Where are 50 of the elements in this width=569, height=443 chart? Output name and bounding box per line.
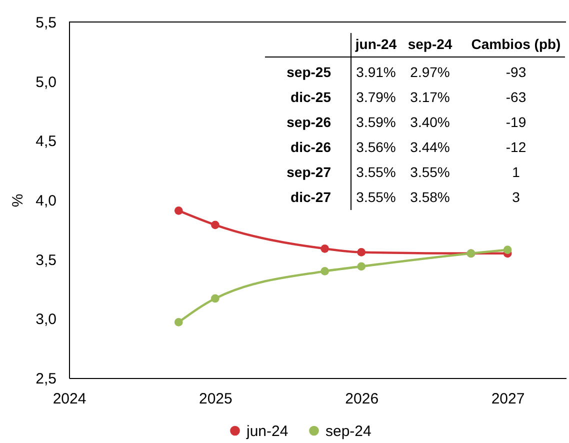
y-tick-label: 3,0 [36, 311, 56, 328]
point [174, 206, 183, 215]
data-label: 3.55% [356, 164, 396, 180]
data-label: 3.55% [410, 164, 450, 180]
data-label: 3.58% [410, 189, 450, 205]
legend-label: jun-24 [246, 422, 288, 440]
data-label: -19 [506, 114, 526, 130]
y-axis-title: % [10, 194, 27, 208]
data-label: 2.97% [410, 64, 450, 80]
x-tick-label: 2026 [345, 390, 379, 408]
data-label: -63 [506, 89, 526, 105]
category-label: sep-25 [286, 64, 332, 80]
category-label: sep-26 [286, 114, 332, 130]
data-label: 3.59% [356, 114, 396, 130]
category-label: sep-27 [286, 164, 332, 180]
data-label: 3.79% [356, 89, 396, 105]
legend-label: sep-24 [326, 422, 372, 440]
point [174, 318, 183, 326]
data-label: 3 [512, 189, 520, 205]
data-label: 3.56% [356, 139, 396, 155]
category-label: dic-27 [290, 189, 332, 205]
point [503, 246, 512, 254]
y-tick-label: 5,5 [36, 14, 56, 32]
point [357, 262, 366, 271]
y-tick-label: 4,5 [36, 133, 56, 150]
x-tick-label: 2025 [198, 390, 232, 408]
data-label: 3.40% [410, 114, 450, 130]
category-label: dic-26 [290, 139, 332, 155]
data-label: 1 [512, 164, 520, 180]
data-label: 3.17% [410, 89, 450, 105]
text: jun-24 [354, 36, 397, 52]
point [210, 220, 220, 230]
category-label: dic-25 [290, 89, 332, 105]
data-label: -12 [506, 139, 526, 155]
text: Cambios (pb) [471, 36, 561, 52]
y-tick-label: 3,5 [36, 252, 56, 269]
y-tick-label: 4,0 [36, 192, 56, 210]
point [320, 244, 329, 253]
text: sep-24 [408, 36, 452, 52]
data-label: -93 [506, 64, 526, 80]
data-label: 3.44% [410, 139, 450, 155]
point [320, 267, 329, 276]
point [357, 248, 366, 256]
x-tick-label: 2024 [52, 390, 86, 408]
point [210, 294, 220, 303]
data-label: 3.55% [356, 189, 396, 205]
y-tick-label: 5,0 [36, 74, 56, 91]
y-tick-label: 2,5 [36, 370, 56, 388]
x-tick-label: 2027 [491, 390, 525, 408]
data-label: 3.91% [356, 64, 396, 80]
